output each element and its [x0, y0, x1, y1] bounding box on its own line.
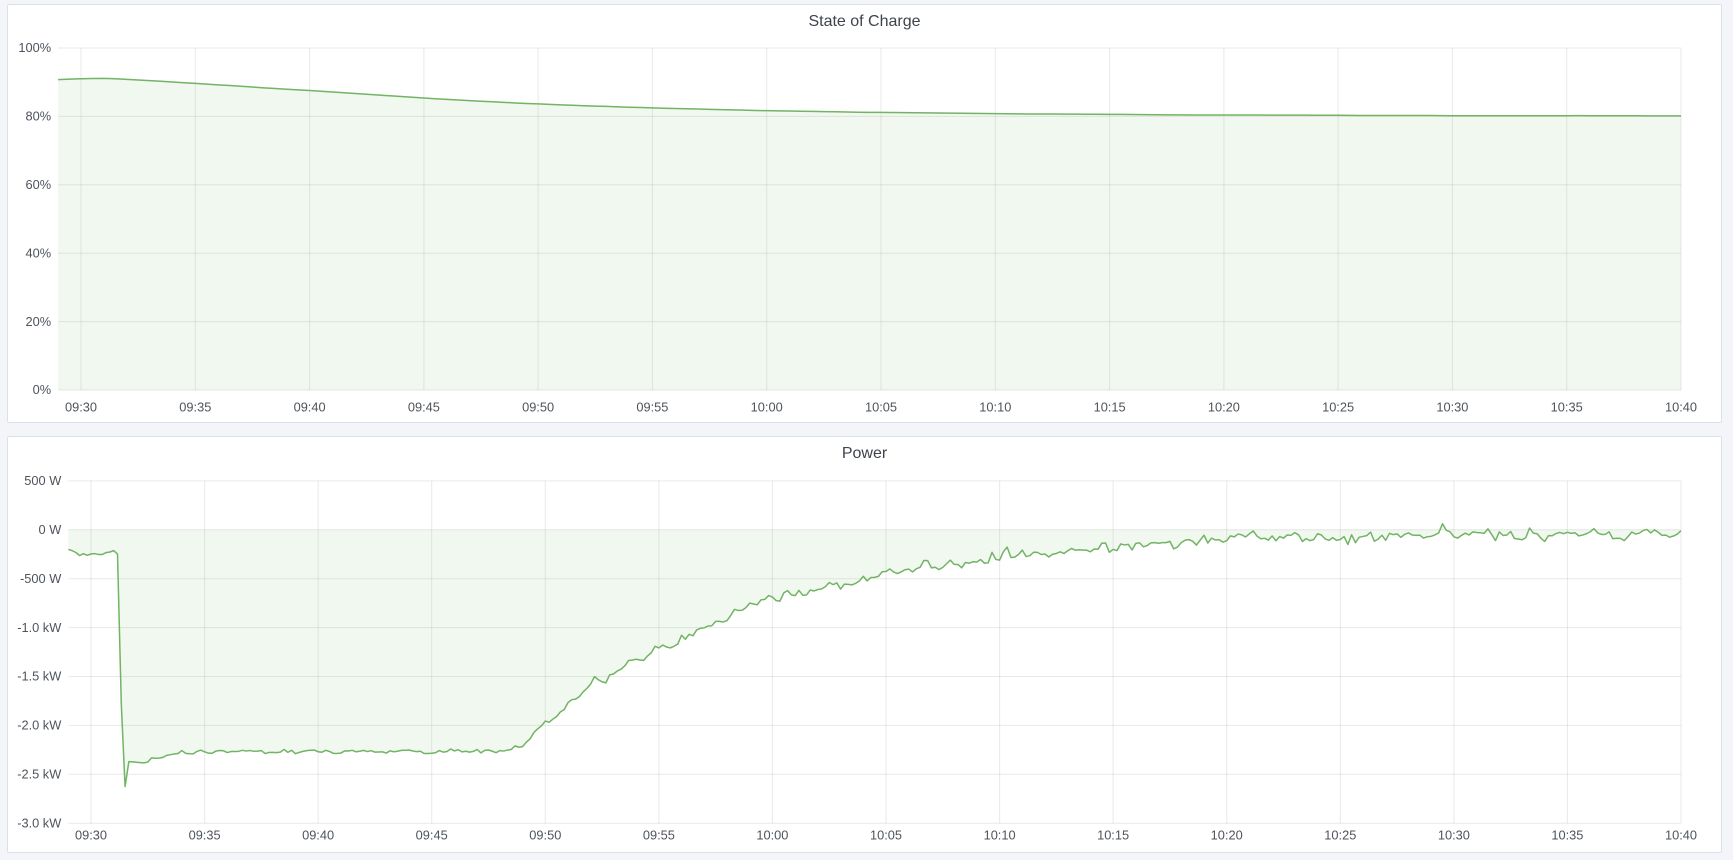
svg-text:60%: 60% [25, 177, 51, 192]
svg-text:09:50: 09:50 [522, 400, 554, 415]
svg-text:09:55: 09:55 [643, 828, 675, 843]
svg-text:10:00: 10:00 [751, 400, 783, 415]
svg-text:-500 W: -500 W [20, 571, 62, 586]
svg-text:20%: 20% [25, 314, 51, 329]
svg-text:10:05: 10:05 [865, 400, 897, 415]
svg-text:-3.0 kW: -3.0 kW [17, 815, 62, 830]
svg-text:09:30: 09:30 [75, 828, 107, 843]
svg-text:10:15: 10:15 [1097, 828, 1129, 843]
svg-text:09:35: 09:35 [189, 828, 221, 843]
svg-text:80%: 80% [25, 109, 51, 124]
svg-text:10:40: 10:40 [1665, 400, 1697, 415]
svg-text:10:35: 10:35 [1551, 400, 1583, 415]
svg-text:09:40: 09:40 [294, 400, 326, 415]
svg-text:10:10: 10:10 [979, 400, 1011, 415]
svg-text:09:45: 09:45 [416, 828, 448, 843]
svg-text:10:25: 10:25 [1322, 400, 1354, 415]
svg-text:09:40: 09:40 [302, 828, 334, 843]
svg-text:10:05: 10:05 [870, 828, 902, 843]
svg-text:0%: 0% [33, 382, 52, 397]
svg-text:-1.5 kW: -1.5 kW [17, 669, 62, 684]
svg-text:10:20: 10:20 [1208, 400, 1240, 415]
svg-text:10:00: 10:00 [756, 828, 788, 843]
svg-text:-1.0 kW: -1.0 kW [17, 620, 62, 635]
svg-text:10:35: 10:35 [1551, 828, 1583, 843]
svg-text:09:55: 09:55 [636, 400, 668, 415]
svg-text:40%: 40% [25, 245, 51, 260]
svg-text:09:35: 09:35 [179, 400, 211, 415]
svg-text:10:15: 10:15 [1094, 400, 1126, 415]
svg-text:0 W: 0 W [39, 522, 63, 537]
svg-text:100%: 100% [18, 40, 51, 55]
svg-text:500 W: 500 W [24, 473, 62, 488]
svg-text:10:25: 10:25 [1324, 828, 1356, 843]
svg-text:10:40: 10:40 [1665, 828, 1697, 843]
svg-text:09:50: 09:50 [529, 828, 561, 843]
svg-text:10:10: 10:10 [984, 828, 1016, 843]
svg-text:-2.0 kW: -2.0 kW [17, 718, 62, 733]
svg-text:10:30: 10:30 [1438, 828, 1470, 843]
svg-text:10:20: 10:20 [1211, 828, 1243, 843]
svg-text:09:30: 09:30 [65, 400, 97, 415]
svg-text:10:30: 10:30 [1436, 400, 1468, 415]
svg-text:-2.5 kW: -2.5 kW [17, 767, 62, 782]
svg-text:09:45: 09:45 [408, 400, 440, 415]
